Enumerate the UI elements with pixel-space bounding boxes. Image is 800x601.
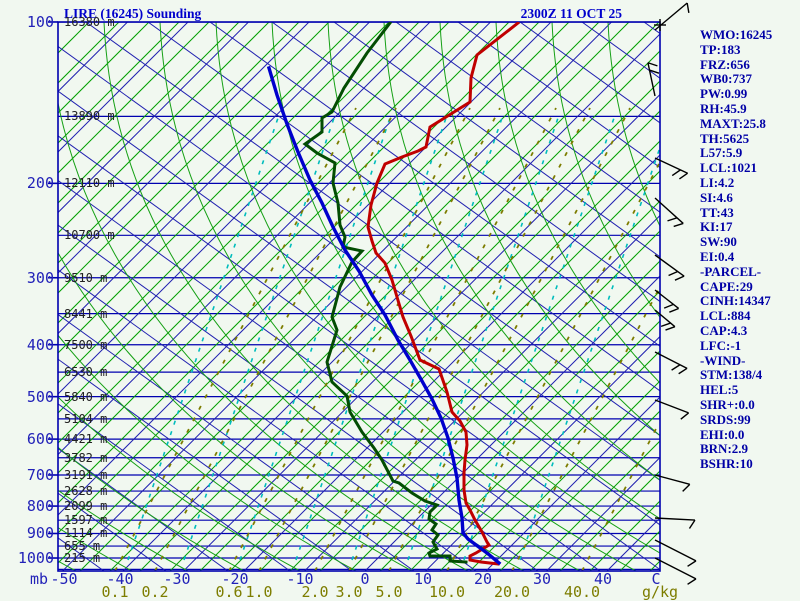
height-label: 10700 m (64, 228, 115, 242)
pressure-label: 900 (4, 524, 54, 542)
pressure-label: 800 (4, 497, 54, 515)
stat-line: BSHR:10 (700, 457, 798, 472)
mixing-tick-label: 20.0 (494, 583, 530, 601)
pressure-label: 300 (4, 269, 54, 287)
stat-line: LCL:884 (700, 309, 798, 324)
height-label: 4421 m (64, 432, 107, 446)
pressure-label: 700 (4, 466, 54, 484)
stat-line: SI:4.6 (700, 191, 798, 206)
stat-line: CINH:14347 (700, 294, 798, 309)
mixing-tick-label: 2.0 (301, 583, 328, 601)
stat-line: KI:17 (700, 220, 798, 235)
mixing-tick-label: 40.0 (564, 583, 600, 601)
mixing-tick-label: 1.0 (245, 583, 272, 601)
wind-barb (655, 518, 695, 528)
height-label: 3191 m (64, 468, 107, 482)
height-label: 3782 m (64, 451, 107, 465)
mixing-tick-label: 0.2 (141, 583, 168, 601)
stat-line: RH:45.9 (700, 102, 798, 117)
stat-line: EHI:0.0 (700, 428, 798, 443)
stat-line: TP:183 (700, 43, 798, 58)
stat-line: EI:0.4 (700, 250, 798, 265)
mixing-tick-label: 0.1 (101, 583, 128, 601)
height-label: 2099 m (64, 499, 107, 513)
stat-line: LFC:-1 (700, 339, 798, 354)
stat-line: HEL:5 (700, 383, 798, 398)
height-label: 2628 m (64, 484, 107, 498)
pressure-label: 1000 (4, 549, 54, 567)
background-grid (0, 22, 800, 571)
stat-line: CAP:4.3 (700, 324, 798, 339)
pressure-label: 400 (4, 336, 54, 354)
stat-line: PW:0.99 (700, 87, 798, 102)
mixing-tick-label: 5.0 (375, 583, 402, 601)
height-label: 6530 m (64, 365, 107, 379)
wind-barb (655, 3, 689, 30)
stat-line: TH:5625 (700, 132, 798, 147)
temp-tick-label: 30 (533, 570, 551, 588)
height-label: 5840 m (64, 390, 107, 404)
stat-line: SRDS:99 (700, 413, 798, 428)
mixing-tick-label: 3.0 (335, 583, 362, 601)
pressure-label: 500 (4, 388, 54, 406)
pressure-unit-label: mb (30, 570, 48, 588)
height-label: 13890 m (64, 109, 115, 123)
stat-line: WMO:16245 (700, 28, 798, 43)
stat-line: WB0:737 (700, 72, 798, 87)
temp-tick-label: -50 (50, 570, 77, 588)
height-label: 9510 m (64, 271, 107, 285)
stat-line: SW:90 (700, 235, 798, 250)
wind-barbs (648, 3, 696, 584)
mixing-unit-label: g/kg (642, 583, 678, 601)
stat-line: MAXT:25.8 (700, 117, 798, 132)
stat-line: -WIND- (700, 354, 798, 369)
stat-line: FRZ:656 (700, 58, 798, 73)
stat-line: -PARCEL- (700, 265, 798, 280)
mixing-tick-label: 0.6 (215, 583, 242, 601)
stat-line: L57:5.9 (700, 146, 798, 161)
height-label: 16380 m (64, 15, 115, 29)
stat-line: STM:138/4 (700, 368, 798, 383)
datetime-stamp: 2300Z 11 OCT 25 (521, 6, 622, 22)
height-label: 7500 m (64, 338, 107, 352)
wind-barb (655, 540, 696, 566)
stat-line: LI:4.2 (700, 176, 798, 191)
temp-tick-label: 20 (474, 570, 492, 588)
height-label: 215 m (64, 551, 100, 565)
stat-line: SHR+:0.0 (700, 398, 798, 413)
stat-line: TT:43 (700, 206, 798, 221)
stat-line: BRN:2.9 (700, 442, 798, 457)
pressure-label: 200 (4, 174, 54, 192)
height-label: 1597 m (64, 513, 107, 527)
height-label: 8441 m (64, 307, 107, 321)
mixing-tick-label: 10.0 (429, 583, 465, 601)
pressure-label: 600 (4, 430, 54, 448)
height-label: 5104 m (64, 412, 107, 426)
height-label: 12110 m (64, 176, 115, 190)
stat-line: CAPE:29 (700, 280, 798, 295)
stat-line: LCL:1021 (700, 161, 798, 176)
wind-barb (655, 558, 696, 584)
pressure-label: 100 (4, 13, 54, 31)
wind-barb (655, 310, 675, 330)
